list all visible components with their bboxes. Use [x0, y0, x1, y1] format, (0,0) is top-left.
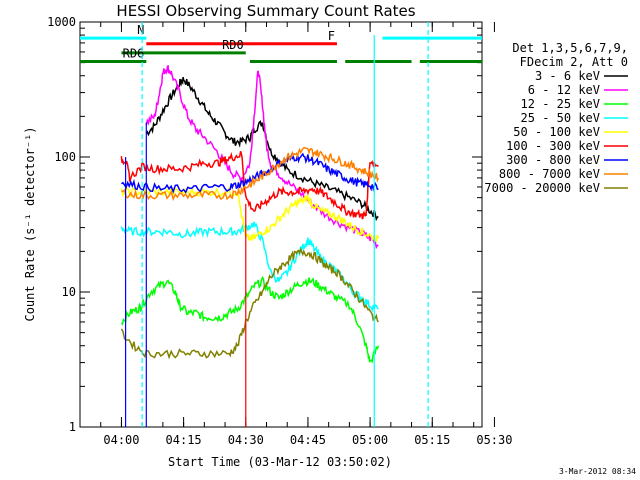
legend-entry: 25 - 50 keV	[521, 111, 600, 125]
chart-title: HESSI Observing Summary Count Rates	[116, 2, 415, 20]
flag-label: RD0	[222, 38, 244, 52]
y-tick-label: 1	[69, 420, 76, 434]
legend: Det 1,3,5,6,7,9,FDecim 2, Att 03 - 6 keV…	[484, 41, 628, 195]
flag-label: N	[137, 23, 144, 37]
legend-header: Det 1,3,5,6,7,9,	[512, 41, 628, 55]
legend-entry: 300 - 800 keV	[506, 153, 600, 167]
x-tick-label: 04:15	[166, 433, 202, 447]
series-line	[121, 147, 380, 202]
series-line	[120, 150, 379, 220]
series-line	[145, 64, 379, 250]
plot-frame	[79, 21, 483, 428]
legend-entry: 12 - 25 keV	[521, 97, 600, 111]
observing-flags: N F RD0 RD6	[80, 23, 482, 63]
y-tick-label: 1000	[47, 15, 76, 29]
series-line	[120, 275, 380, 364]
x-tick-label: 04:00	[103, 433, 139, 447]
series-lines	[120, 64, 380, 364]
x-tick-label: 05:00	[352, 433, 388, 447]
series-line	[120, 247, 379, 360]
x-tick-label: 05:15	[414, 433, 450, 447]
legend-entry: 7000 - 20000 keV	[484, 181, 600, 195]
y-tick-label: 100	[54, 150, 76, 164]
legend-header: FDecim 2, Att 0	[520, 55, 628, 69]
y-axis-label: Count Rate (s⁻¹ detector⁻¹)	[23, 126, 37, 321]
x-tick-label: 04:30	[228, 433, 264, 447]
y-axis: 1 10 100 1000	[47, 15, 482, 434]
x-tick-label: 05:30	[476, 433, 512, 447]
legend-entry: 50 - 100 keV	[513, 125, 600, 139]
legend-entry: 3 - 6 keV	[535, 69, 600, 83]
vertical-markers	[124, 22, 429, 427]
flag-label: RD6	[123, 46, 145, 60]
y-tick-label: 10	[62, 285, 76, 299]
legend-entry: 800 - 7000 keV	[499, 167, 600, 181]
x-axis: 04:00 04:15 04:30 04:45 05:00 05:15 05:30	[79, 22, 512, 447]
x-tick-label: 04:45	[290, 433, 326, 447]
x-axis-label: Start Time (03-Mar-12 03:50:02)	[168, 455, 392, 469]
legend-entry: 6 - 12 keV	[528, 83, 600, 97]
series-line	[145, 76, 379, 222]
legend-entry: 100 - 300 keV	[506, 139, 600, 153]
flag-label: F	[328, 29, 335, 43]
timestamp-footer: 3-Mar-2012 08:34	[559, 467, 636, 476]
